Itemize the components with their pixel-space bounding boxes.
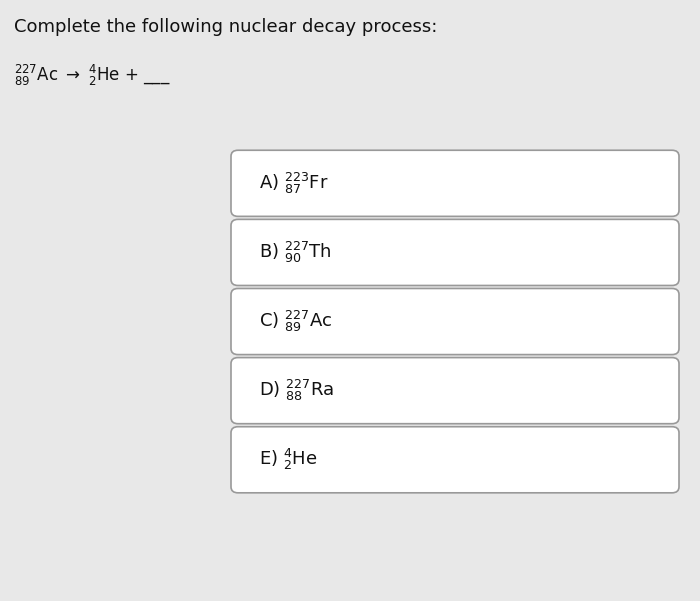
FancyBboxPatch shape (231, 288, 679, 355)
FancyBboxPatch shape (231, 150, 679, 216)
Text: D) $^{227}_{88}$Ra: D) $^{227}_{88}$Ra (259, 378, 335, 403)
Text: A) $^{223}_{87}$Fr: A) $^{223}_{87}$Fr (259, 171, 328, 196)
Text: Complete the following nuclear decay process:: Complete the following nuclear decay pro… (14, 18, 438, 36)
Text: C) $^{227}_{89}$Ac: C) $^{227}_{89}$Ac (259, 309, 332, 334)
Text: B) $^{227}_{90}$Th: B) $^{227}_{90}$Th (259, 240, 332, 265)
Text: $^{227}_{89}$Ac $\rightarrow$ $^{4}_{2}$He + ___: $^{227}_{89}$Ac $\rightarrow$ $^{4}_{2}$… (14, 63, 171, 88)
FancyBboxPatch shape (231, 427, 679, 493)
FancyBboxPatch shape (231, 358, 679, 424)
FancyBboxPatch shape (231, 219, 679, 285)
Text: E) $^{4}_{2}$He: E) $^{4}_{2}$He (259, 447, 318, 472)
